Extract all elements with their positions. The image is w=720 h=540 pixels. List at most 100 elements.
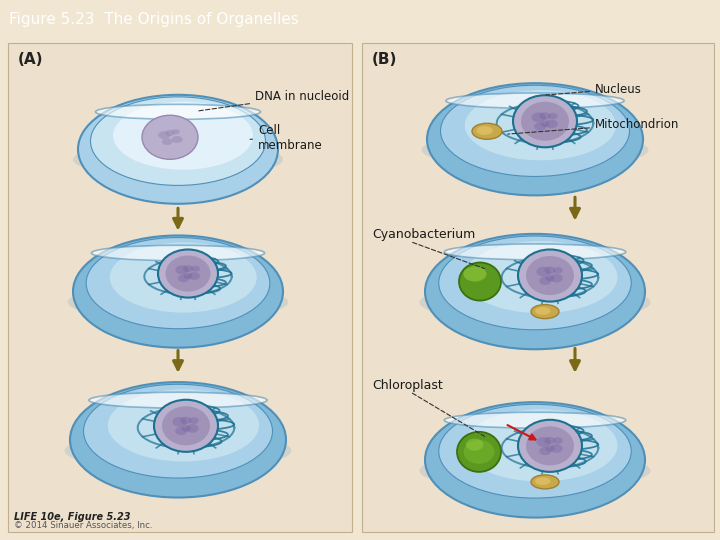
- Ellipse shape: [166, 255, 210, 292]
- Ellipse shape: [464, 266, 487, 281]
- Ellipse shape: [427, 83, 643, 195]
- Text: Chloroplast: Chloroplast: [372, 379, 443, 392]
- Ellipse shape: [188, 272, 200, 280]
- Ellipse shape: [526, 256, 574, 295]
- Ellipse shape: [531, 112, 546, 123]
- Ellipse shape: [68, 283, 288, 321]
- Text: (A): (A): [18, 52, 43, 67]
- Text: Nucleus: Nucleus: [546, 83, 642, 96]
- Ellipse shape: [189, 417, 199, 424]
- Ellipse shape: [158, 131, 171, 139]
- Ellipse shape: [438, 236, 631, 330]
- Ellipse shape: [191, 266, 200, 272]
- Ellipse shape: [171, 136, 183, 143]
- Ellipse shape: [553, 437, 563, 444]
- Text: Mitochondrion: Mitochondrion: [508, 118, 680, 134]
- Ellipse shape: [184, 273, 192, 279]
- Ellipse shape: [113, 102, 253, 170]
- Bar: [362, 43, 714, 532]
- Ellipse shape: [425, 234, 645, 349]
- Ellipse shape: [420, 451, 650, 490]
- Ellipse shape: [420, 282, 650, 322]
- Ellipse shape: [536, 267, 551, 276]
- Ellipse shape: [165, 130, 175, 136]
- Ellipse shape: [96, 104, 261, 119]
- Ellipse shape: [539, 276, 552, 285]
- Ellipse shape: [539, 112, 551, 120]
- Ellipse shape: [162, 406, 210, 445]
- Ellipse shape: [70, 382, 286, 497]
- Ellipse shape: [171, 129, 180, 134]
- Ellipse shape: [181, 417, 192, 424]
- Ellipse shape: [172, 417, 186, 427]
- Ellipse shape: [472, 123, 502, 139]
- Ellipse shape: [178, 274, 189, 282]
- Ellipse shape: [518, 249, 582, 301]
- Ellipse shape: [441, 85, 629, 177]
- Bar: [8, 43, 352, 532]
- Ellipse shape: [464, 241, 618, 313]
- Ellipse shape: [544, 437, 556, 444]
- Ellipse shape: [531, 475, 559, 489]
- Ellipse shape: [425, 402, 645, 517]
- Ellipse shape: [73, 235, 283, 348]
- Text: LIFE 10e, Figure 5.23: LIFE 10e, Figure 5.23: [14, 512, 130, 522]
- Ellipse shape: [531, 305, 559, 319]
- Ellipse shape: [464, 409, 618, 482]
- Ellipse shape: [89, 392, 267, 408]
- Ellipse shape: [545, 275, 555, 281]
- Ellipse shape: [457, 432, 501, 472]
- Ellipse shape: [444, 244, 626, 260]
- Ellipse shape: [422, 131, 649, 169]
- Ellipse shape: [91, 245, 265, 261]
- Ellipse shape: [553, 267, 563, 274]
- Text: © 2014 Sinauer Associates, Inc.: © 2014 Sinauer Associates, Inc.: [14, 521, 153, 530]
- Ellipse shape: [186, 424, 199, 433]
- Text: Cell
membrane: Cell membrane: [250, 124, 323, 152]
- Text: Cyanobacterium: Cyanobacterium: [372, 228, 475, 241]
- Ellipse shape: [108, 389, 259, 462]
- Ellipse shape: [535, 477, 551, 485]
- Ellipse shape: [91, 97, 266, 185]
- Ellipse shape: [78, 95, 278, 204]
- Ellipse shape: [142, 115, 198, 159]
- Ellipse shape: [183, 265, 193, 272]
- Text: DNA in nucleoid: DNA in nucleoid: [199, 90, 349, 111]
- Ellipse shape: [550, 274, 563, 282]
- Ellipse shape: [544, 266, 556, 274]
- Ellipse shape: [446, 93, 624, 109]
- Ellipse shape: [545, 445, 555, 452]
- Ellipse shape: [175, 427, 187, 435]
- Ellipse shape: [540, 120, 550, 127]
- Ellipse shape: [86, 238, 270, 329]
- Ellipse shape: [109, 242, 257, 313]
- Ellipse shape: [545, 119, 558, 129]
- Ellipse shape: [158, 249, 218, 298]
- Text: Figure 5.23  The Origins of Organelles: Figure 5.23 The Origins of Organelles: [9, 12, 298, 27]
- Ellipse shape: [162, 138, 173, 145]
- Ellipse shape: [535, 307, 551, 315]
- Ellipse shape: [65, 431, 292, 470]
- Ellipse shape: [536, 437, 551, 447]
- Ellipse shape: [477, 126, 493, 135]
- Ellipse shape: [534, 122, 546, 131]
- Ellipse shape: [444, 412, 626, 428]
- Ellipse shape: [181, 425, 191, 431]
- Ellipse shape: [518, 420, 582, 472]
- Ellipse shape: [539, 447, 552, 455]
- Ellipse shape: [438, 404, 631, 498]
- Text: (B): (B): [372, 52, 397, 67]
- Ellipse shape: [175, 265, 189, 274]
- Ellipse shape: [465, 90, 616, 160]
- Ellipse shape: [466, 438, 483, 451]
- Ellipse shape: [84, 384, 272, 478]
- Ellipse shape: [459, 262, 501, 301]
- Ellipse shape: [73, 141, 283, 178]
- Ellipse shape: [526, 426, 574, 465]
- Ellipse shape: [464, 440, 495, 464]
- Ellipse shape: [521, 102, 569, 141]
- Ellipse shape: [550, 444, 563, 453]
- Ellipse shape: [154, 400, 218, 452]
- Ellipse shape: [513, 95, 577, 147]
- Ellipse shape: [548, 113, 558, 119]
